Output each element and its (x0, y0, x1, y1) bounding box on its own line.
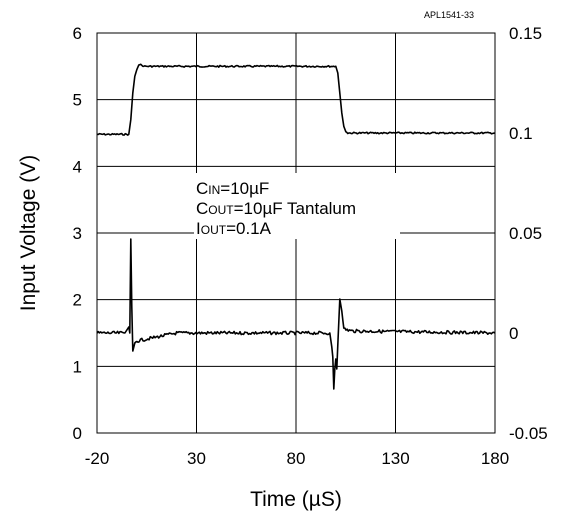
annotation-iout: IOUT=0.1A (196, 219, 272, 238)
annotation-box: CIN=10µF COUT=10µF Tantalum IOUT=0.1A (194, 173, 400, 239)
reference-id: APL1541-33 (424, 10, 474, 20)
annotation-cout-rest: =10µF Tantalum (234, 199, 356, 218)
y-axis-title: Input Voltage (V) (17, 155, 40, 311)
y-tick-label: 3 (73, 224, 82, 243)
y-tick-label: 5 (73, 91, 82, 110)
annotation-cin: CIN=10µF (196, 179, 269, 198)
y2-tick-label: 0.1 (509, 124, 533, 143)
annotation-cout: COUT=10µF Tantalum (196, 199, 356, 218)
x-tick-label: 80 (287, 449, 306, 468)
y2-tick-label: 0.05 (509, 224, 542, 243)
y-tick-label: 0 (73, 424, 82, 443)
x-tick-label: -20 (85, 449, 110, 468)
x-axis-title: Time (µS) (250, 488, 342, 511)
output-voltage-trace (96, 238, 496, 390)
annotation-iout-rest: =0.1A (226, 219, 272, 238)
tick-labels: -20 30 80 130 180 0 1 2 3 4 5 6 -0.05 0 0.05 0.1 0.15 (73, 24, 548, 468)
plot-frame (96, 32, 496, 434)
annotation-iout-sub: OUT (201, 223, 227, 237)
y2-tick-label: -0.05 (509, 424, 548, 443)
y-tick-label: 4 (73, 157, 82, 176)
x-tick-label: 130 (381, 449, 409, 468)
series-group (96, 63, 496, 390)
annotation-iout-main: I (196, 219, 201, 238)
input-voltage-trace (96, 63, 496, 136)
y2-tick-label: 0 (509, 324, 518, 343)
annotation-background (194, 173, 400, 239)
annotation-cin-sub: IN (208, 183, 220, 197)
y2-tick-label: 0.15 (509, 24, 542, 43)
annotation-cout-main: C (196, 199, 208, 218)
y-tick-label: 6 (73, 24, 82, 43)
x-tick-label: 30 (187, 449, 206, 468)
annotation-cin-main: C (196, 179, 208, 198)
y-tick-label: 1 (73, 357, 82, 376)
x-tick-label: 180 (481, 449, 509, 468)
annotation-cin-rest: =10µF (220, 179, 269, 198)
y-tick-label: 2 (73, 291, 82, 310)
annotation-cout-sub: OUT (208, 203, 234, 217)
